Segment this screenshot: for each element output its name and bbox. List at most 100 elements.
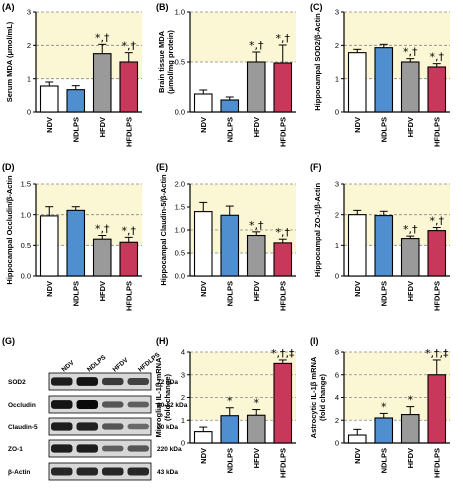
y-tick-label: 4: [335, 393, 339, 402]
category-label: NDV: [45, 281, 54, 297]
blot-band: [51, 444, 73, 453]
size-label: 20 kDa: [157, 424, 178, 431]
panel-label: (F): [310, 162, 322, 172]
y-tick-label: 1: [181, 416, 185, 425]
bar-hfdlps: [273, 242, 293, 277]
y-tick-label: 2: [335, 210, 339, 219]
blot-band: [51, 422, 73, 431]
bar-ndlps: [220, 99, 240, 113]
panel-h: (H) 0 1 2 3 4 Microglial IL-1β mRNA(fold chang…: [154, 336, 296, 478]
bar-hfdlps: [427, 230, 447, 277]
panel-label: (C): [310, 2, 323, 12]
category-label: NDV: [353, 448, 362, 464]
bar-ndv: [193, 431, 213, 444]
significance-label: *: [227, 395, 233, 408]
category-label: HFDV: [252, 117, 261, 137]
y-axis-label-line1: Brain tissue MDA: [157, 30, 166, 93]
blot-band: [102, 377, 124, 386]
y-tick-label: 1.5: [21, 180, 31, 189]
y-tick-label: 2: [181, 393, 185, 402]
blot-strip: [48, 462, 152, 481]
bar-hfdv: [246, 414, 266, 444]
y-tick-label: 0.5: [21, 241, 31, 250]
significance-label: *,†: [276, 226, 291, 239]
y-tick-label: 8: [335, 348, 339, 357]
category-label: HFDV: [406, 117, 415, 137]
significance-label: *,†: [276, 32, 291, 45]
bar-hfdv: [400, 61, 420, 113]
background-band: [190, 12, 296, 62]
y-tick-label: 3: [27, 8, 31, 17]
bar-ndv: [193, 211, 213, 277]
y-tick-label: 0.5: [175, 58, 185, 67]
y-axis-label: Hippocampal ZO-1/β-Actin: [313, 182, 322, 277]
y-tick-label: 0.0: [175, 108, 185, 117]
y-axis-label: Hippocampal SOD2/β-Actin: [313, 13, 322, 111]
y-tick-label: 6: [335, 370, 339, 379]
bar-ndlps: [374, 417, 394, 444]
y-tick-label: 3: [335, 180, 339, 189]
bar-ndv: [39, 85, 59, 113]
protein-label: Claudin-5: [8, 424, 38, 431]
significance-label: *,†: [249, 219, 264, 232]
lane-label: NDLPS: [86, 354, 108, 374]
y-axis-label-line2: (μmol/mg protein): [166, 30, 175, 94]
y-tick-label: 1.5: [175, 203, 185, 212]
panel-a: (A) 0 1 2 3 Serum MDA (μmol/mL) NDV NDLPS *,† HFD…: [2, 2, 142, 147]
significance-label: *: [381, 400, 387, 413]
blot-band: [76, 377, 98, 386]
category-label: HFDV: [252, 448, 261, 468]
category-label: HFDV: [406, 281, 415, 301]
category-label: NDV: [353, 281, 362, 297]
panel-b: (B) 0.0 0.5 1.0 Brain tissue MDA(μmol/mg pro…: [156, 2, 296, 147]
y-tick-label: 4: [181, 348, 185, 357]
y-tick-label: 0: [181, 439, 185, 448]
panel-c: (C) 0 1 2 3 Hippocampal SOD2/β-Actin NDV NDLPS *…: [310, 2, 450, 147]
y-axis-label: Hippocampal Claudin-5/β-Actin: [159, 174, 168, 286]
category-label: HFDV: [252, 281, 261, 301]
category-label: HFDLPS: [124, 117, 133, 147]
category-label: NDLPS: [379, 448, 388, 473]
bar-ndlps: [220, 415, 240, 444]
size-label: 60-82 kDa: [157, 402, 188, 409]
y-tick-label: 1.0: [175, 8, 185, 17]
bar-hfdv: [400, 238, 420, 277]
panel-label: (I): [310, 336, 319, 346]
bar-ndlps: [66, 89, 86, 113]
bar-ndv: [39, 215, 59, 277]
blot-band: [102, 401, 124, 408]
bar-hfdv: [246, 61, 266, 113]
blot-band: [102, 445, 124, 452]
significance-label: *,†: [95, 223, 110, 236]
bar-ndv: [347, 214, 367, 277]
y-axis-label: Astrocytic IL-1β mRNA(fold change): [309, 356, 327, 438]
category-label: HFDLPS: [432, 281, 441, 311]
y-axis-label: Serum MDA (μmol/mL): [5, 21, 14, 102]
y-axis-label-line2: (fold change): [318, 373, 327, 421]
bar-hfdlps: [273, 62, 293, 113]
blot-band: [127, 445, 149, 452]
category-label: NDLPS: [379, 281, 388, 306]
panel-i: (I) 0 2 4 6 8 Astrocytic IL-1β mRNA(fold chang…: [309, 336, 450, 478]
category-label: HFDLPS: [278, 281, 287, 311]
significance-label: *,†: [430, 215, 445, 228]
significance-label: *,†,‡: [425, 347, 449, 360]
y-tick-label: 0.0: [21, 272, 31, 281]
bar-hfdlps: [119, 241, 139, 277]
y-tick-label: 2: [27, 41, 31, 50]
significance-label: *,†,‡: [271, 347, 295, 360]
bar-hfdlps: [119, 61, 139, 113]
category-label: HFDV: [98, 281, 107, 301]
category-label: HFDLPS: [278, 448, 287, 478]
category-label: NDLPS: [71, 117, 80, 142]
size-label: 220 kDa: [157, 446, 182, 453]
blot-band: [102, 423, 124, 430]
y-tick-label: 2: [335, 416, 339, 425]
bar-hfdv: [400, 414, 420, 444]
blot-band: [127, 423, 149, 430]
category-label: NDLPS: [71, 281, 80, 306]
size-label: 43 kDa: [157, 469, 178, 476]
